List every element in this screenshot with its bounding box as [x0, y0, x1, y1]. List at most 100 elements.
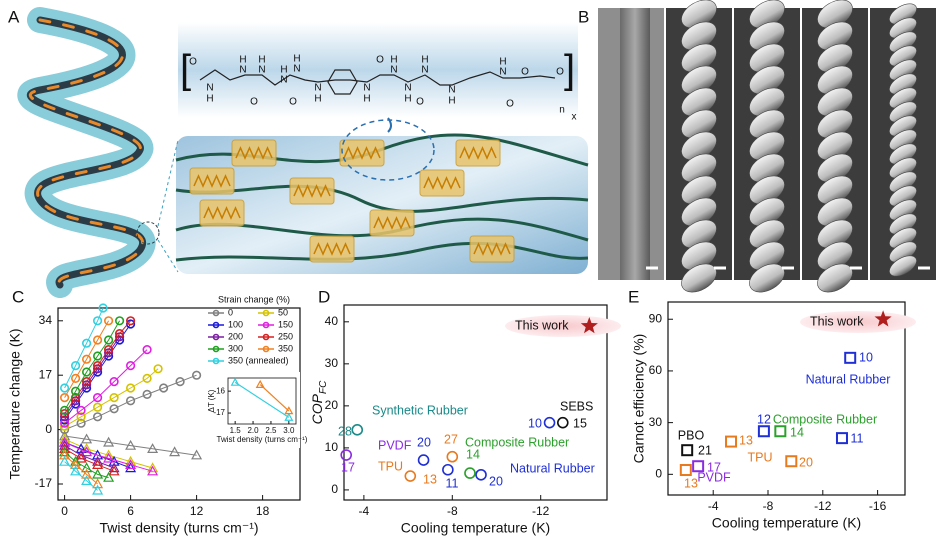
marker: [126, 361, 136, 371]
zoom-line: [157, 239, 179, 273]
marker: [475, 468, 487, 481]
marker: [59, 455, 71, 466]
atom-label: N: [239, 65, 246, 76]
marker: [147, 465, 159, 476]
marker: [103, 471, 115, 482]
atom-label: H: [499, 57, 506, 68]
marker: [262, 321, 270, 329]
panel-label: D: [318, 287, 330, 306]
marker: [175, 377, 185, 387]
marker: [59, 383, 70, 393]
domain: [309, 235, 355, 263]
atom-label: O: [506, 99, 514, 110]
plot-frame: [343, 304, 608, 501]
x-tick-label: 0: [61, 504, 68, 518]
marker: [76, 405, 86, 416]
heating-line: [64, 307, 104, 389]
reference-label: 17: [707, 460, 721, 474]
atom-label: O: [556, 67, 564, 78]
zigzag: [193, 174, 231, 188]
legend-label: 100: [228, 319, 243, 329]
marker: [212, 357, 220, 365]
domain: [289, 177, 335, 205]
series-label: Composite Rubber: [773, 412, 877, 426]
x-tick-label: -4: [359, 504, 370, 518]
marker: [81, 462, 93, 473]
marker: [76, 418, 86, 428]
zigzag: [343, 146, 381, 160]
atom-label: O: [521, 67, 529, 78]
release-line: [64, 461, 98, 491]
release-line: [64, 454, 98, 485]
panel-b-sem: [598, 0, 936, 293]
y-axis-label-main: COP: [309, 393, 325, 424]
y-tick-label: 0: [45, 422, 52, 436]
twist-segment: [889, 255, 917, 277]
release-line: [64, 448, 115, 472]
series-label: TPU: [378, 459, 403, 473]
zigzag: [459, 146, 497, 160]
marker: [92, 335, 103, 345]
y-tick-label: 90: [649, 311, 663, 325]
marker: [92, 478, 104, 489]
x-tick-label: -4: [708, 499, 719, 513]
series-label: This work: [810, 314, 864, 328]
domain: [199, 199, 245, 227]
x-tick-label: 18: [256, 504, 270, 518]
legend-label: 350 (annealed): [228, 355, 289, 365]
marker: [142, 373, 152, 384]
heating-line: [64, 320, 121, 411]
reference-label: 11: [446, 476, 459, 490]
marker: [255, 379, 265, 388]
atom-label: H: [404, 94, 411, 105]
reference-label: 14: [790, 425, 804, 439]
series-label: Natural Rubber: [806, 372, 891, 386]
atom-label: N: [258, 65, 265, 76]
highlight: [341, 119, 435, 181]
zigzag: [373, 216, 411, 230]
reference-label: 27: [444, 432, 458, 446]
inset-bg: [204, 372, 300, 448]
marker: [340, 449, 353, 461]
reference-label: 11: [851, 431, 864, 445]
y-tick-label: 20: [325, 398, 339, 412]
marker: [92, 402, 103, 412]
release-line: [64, 441, 153, 472]
atom-label: H: [206, 94, 213, 105]
y-tick-label: -17: [35, 476, 53, 490]
marker: [126, 396, 136, 406]
zoom-line: [157, 139, 179, 227]
atom-label: H: [280, 65, 287, 76]
x-tick-label: -8: [447, 504, 458, 518]
marker: [774, 425, 787, 438]
marker: [126, 319, 136, 329]
legend-label: 300: [228, 343, 243, 353]
series-label: Natural Rubber: [510, 461, 595, 475]
marker: [212, 345, 220, 353]
series-label: This work: [515, 318, 569, 332]
zigzag: [473, 242, 511, 256]
zigzag: [313, 242, 351, 256]
marker: [681, 444, 694, 457]
marker: [70, 386, 81, 396]
atom-label: N: [293, 64, 300, 75]
marker: [262, 345, 270, 353]
marker: [114, 316, 125, 326]
atom-label: N: [280, 75, 287, 86]
x-tick-label: 3.0: [283, 426, 295, 435]
marker: [92, 361, 103, 371]
atom-label: H: [314, 94, 321, 105]
marker: [147, 443, 159, 453]
marker: [844, 351, 857, 364]
series-label: TPU: [748, 450, 773, 464]
y-tick-label: 34: [39, 313, 53, 327]
marker: [92, 468, 104, 479]
panel-label: B: [578, 7, 589, 26]
marker: [81, 433, 93, 444]
x-axis-label: Cooling temperature (K): [401, 520, 550, 536]
atom-label: N: [404, 83, 411, 94]
domain: [455, 139, 501, 167]
domain: [339, 139, 385, 167]
reference-label: 17: [341, 460, 355, 474]
reference-label: 12: [757, 412, 771, 426]
